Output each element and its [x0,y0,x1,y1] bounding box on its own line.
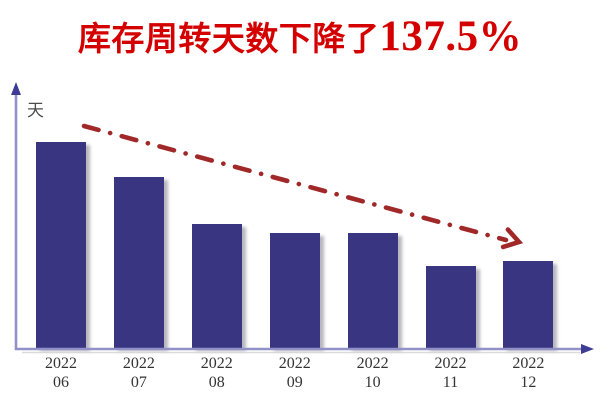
x-tick-line: 2022 [122,355,155,372]
x-tick-line: 08 [208,374,225,391]
trend-arrowhead-icon [500,227,524,250]
x-axis-arrow-icon [581,344,594,354]
x-tick-label: 2022 06 [29,354,93,392]
chart-title-percentage: 137.5% [379,13,523,60]
x-tick-label: 2022 12 [496,354,560,392]
x-tick-line: 2022 [45,355,77,372]
y-axis-arrow-icon [11,82,21,95]
x-tick-line: 10 [364,374,381,391]
chart-title: 库存周转天数下降了137.5% [0,13,600,61]
bar-2022-07 [113,176,164,348]
x-tick-label: 2022 11 [419,354,483,392]
x-tick-line: 07 [130,374,147,391]
bar-2022-11 [425,265,476,348]
x-tick-line: 2022 [278,355,311,372]
x-tick-line: 06 [53,374,69,391]
y-axis-unit-label: 天 [27,101,44,120]
x-tick-line: 2022 [512,355,545,372]
x-tick-label: 2022 07 [107,354,171,392]
x-tick-line: 11 [442,374,459,391]
x-tick-line: 2022 [200,355,233,372]
x-tick-line: 2022 [434,355,467,372]
x-tick-label: 2022 10 [341,354,405,392]
x-tick-line: 12 [520,374,537,391]
x-tick-label: 2022 08 [185,354,249,392]
bar-2022-10 [347,233,398,348]
chart-title-text: 库存周转天数下降了 [77,20,380,57]
bar-2022-08 [191,224,242,348]
x-tick-line: 2022 [356,355,389,372]
x-tick-label: 2022 09 [263,354,327,392]
x-tick-line: 09 [286,374,303,391]
bar-2022-12 [503,261,554,348]
bar-2022-09 [269,233,320,348]
bar-2022-06 [36,142,86,348]
